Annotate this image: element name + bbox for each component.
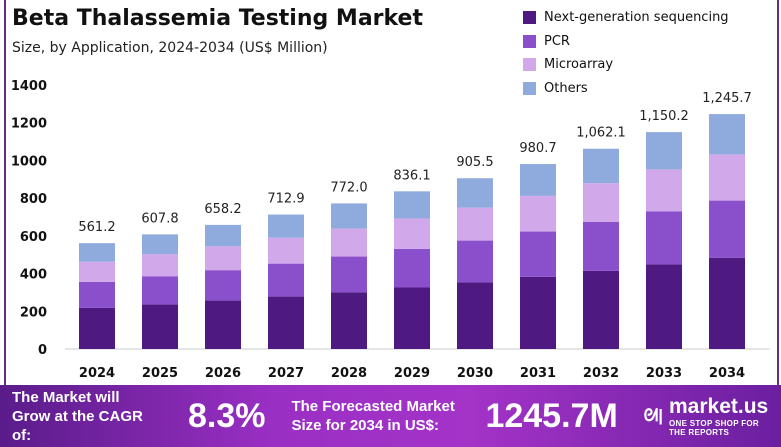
logo-icon: ᘛ| xyxy=(643,406,663,425)
bar-segment xyxy=(520,164,556,196)
bar-segment xyxy=(709,200,745,258)
bar-segment xyxy=(394,287,430,349)
summary-banner: The Market will Grow at the CAGR of: 8.3… xyxy=(0,385,781,447)
x-tick-label: 2027 xyxy=(268,366,304,381)
bar-segment xyxy=(205,246,241,271)
bar-segment xyxy=(268,263,304,297)
data-label: 607.8 xyxy=(141,211,178,226)
bar-segment xyxy=(331,256,367,293)
bar-segment xyxy=(394,218,430,249)
bar-segment xyxy=(520,231,556,277)
y-tick-label: 1000 xyxy=(11,154,47,169)
bar-segment xyxy=(205,224,241,247)
bar-segment xyxy=(709,257,745,349)
x-tick-label: 2030 xyxy=(457,366,493,381)
bar-segment xyxy=(268,214,304,238)
legend-label: Next-generation sequencing xyxy=(544,10,729,26)
brand-logo: ᘛ| market.us ONE STOP SHOP FOR THE REPORTS xyxy=(644,395,769,437)
data-label: 1,150.2 xyxy=(639,109,689,124)
bar-segment xyxy=(142,254,178,277)
bar-segment xyxy=(79,243,115,262)
legend-label: PCR xyxy=(544,33,570,49)
cagr-value: 8.3% xyxy=(187,396,266,435)
bar-segment xyxy=(583,148,619,184)
x-tick-label: 2026 xyxy=(205,366,241,381)
x-tick-label: 2028 xyxy=(331,366,367,381)
bar-segment xyxy=(457,207,493,241)
bar-segment xyxy=(142,276,178,305)
bar-segment xyxy=(709,154,745,201)
x-tick-label: 2032 xyxy=(583,366,619,381)
brand-tagline: ONE STOP SHOP FOR THE REPORTS xyxy=(669,419,760,437)
bar-segment xyxy=(646,132,682,170)
bar-segment xyxy=(646,169,682,212)
bar-segment xyxy=(394,248,430,288)
chart-title: Beta Thalassemia Testing Market xyxy=(12,6,423,31)
chart-frame xyxy=(4,0,779,385)
bar-segment xyxy=(583,270,619,349)
data-label: 836.1 xyxy=(393,168,430,183)
forecast-value: 1245.7M xyxy=(485,396,618,435)
x-tick-label: 2025 xyxy=(142,366,178,381)
x-tick-label: 2029 xyxy=(394,366,430,381)
x-tick-label: 2031 xyxy=(520,366,556,381)
data-label: 658.2 xyxy=(204,202,241,217)
bar-segment xyxy=(520,276,556,349)
legend-item: Next-generation sequencing xyxy=(523,6,729,30)
bar-segment xyxy=(457,178,493,208)
bar-segment xyxy=(79,281,115,308)
bar-segment xyxy=(583,183,619,222)
data-label: 905.5 xyxy=(456,155,493,170)
data-label: 561.2 xyxy=(78,220,115,235)
legend: Next-generation sequencing PCR Microarra… xyxy=(523,6,729,100)
data-label: 1,062.1 xyxy=(576,126,626,141)
bar-segment xyxy=(457,282,493,349)
y-tick-label: 400 xyxy=(20,268,47,283)
legend-item: PCR xyxy=(523,30,729,54)
bar-segment xyxy=(646,264,682,349)
data-label: 712.9 xyxy=(267,192,304,207)
bar-segment xyxy=(205,300,241,349)
bar-segment xyxy=(646,211,682,265)
y-tick-label: 600 xyxy=(20,230,47,245)
bar-segment xyxy=(142,304,178,349)
bar-segment xyxy=(394,191,430,219)
y-tick-label: 1400 xyxy=(11,79,47,94)
y-tick-label: 200 xyxy=(20,305,47,320)
bar-segment xyxy=(142,234,178,255)
bar-segment xyxy=(79,261,115,282)
legend-label: Microarray xyxy=(544,57,614,73)
bar-segment xyxy=(331,292,367,349)
forecast-label: The Forecasted Market Size for 2034 in U… xyxy=(291,398,455,434)
chart-plot: 0 200 400 600 800 1000 1200 1400 561.2 2024 607.8 2… xyxy=(11,79,770,381)
chart-subtitle: Size, by Application, 2024-2034 (US$ Mil… xyxy=(12,40,328,56)
bar-segment xyxy=(331,228,367,257)
x-tick-label: 2024 xyxy=(79,366,115,381)
bar-segment xyxy=(457,240,493,283)
legend-item: Others xyxy=(523,77,729,101)
data-label: 1,245.7 xyxy=(702,91,752,106)
bar-segment xyxy=(268,296,304,349)
legend-label: Others xyxy=(544,80,588,96)
legend-item: Microarray xyxy=(523,53,729,77)
brand-name: market.us xyxy=(669,395,769,418)
data-label: 772.0 xyxy=(330,180,367,195)
y-tick-label: 800 xyxy=(20,192,47,207)
bar-segment xyxy=(205,270,241,301)
bar-segment xyxy=(79,307,115,349)
x-tick-label: 2033 xyxy=(646,366,682,381)
x-tick-label: 2034 xyxy=(709,366,745,381)
bar-segment xyxy=(520,195,556,232)
bar-segment xyxy=(331,203,367,229)
bar-segment xyxy=(268,237,304,264)
cagr-label: The Market will Grow at the CAGR of: xyxy=(12,388,143,444)
y-tick-label: 1200 xyxy=(11,117,47,132)
y-tick-label: 0 xyxy=(38,343,47,358)
bar-segment xyxy=(709,114,745,155)
bar-segment xyxy=(583,221,619,271)
data-label: 980.7 xyxy=(519,141,556,156)
